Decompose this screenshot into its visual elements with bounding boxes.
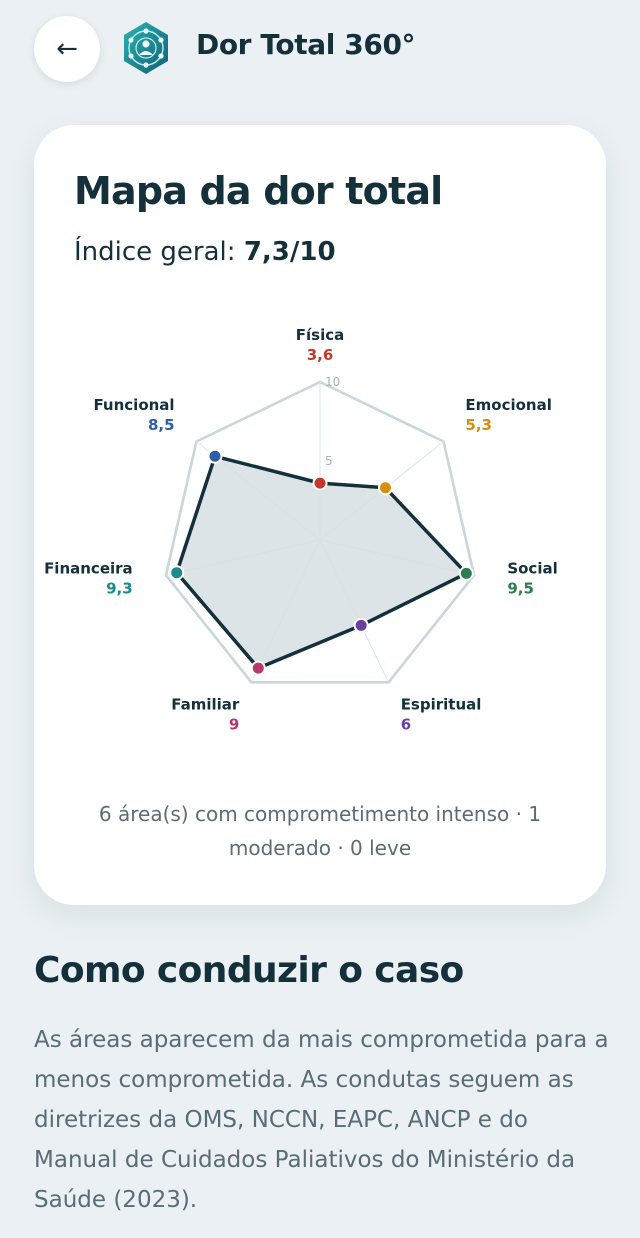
radar-chart: 5 10 Física 3,6 Emocional 5,3 Social 9,5 Espiri…	[44, 326, 558, 734]
severity-summary: 6 área(s) com comprometimento intenso · …	[98, 802, 542, 860]
radar-axis-value: 9,3	[106, 579, 133, 597]
radar-axis-name: Financeira	[44, 559, 133, 577]
radar-axis-name: Espiritual	[401, 696, 482, 714]
radar-axis-name: Familiar	[171, 696, 240, 714]
radar-point	[169, 565, 185, 581]
overall-index: Índice geral: 7,3/10	[74, 237, 336, 267]
radar-axis-value: 9,5	[507, 579, 534, 597]
radar-series	[169, 448, 474, 676]
radar-axis-labels: Física 3,6 Emocional 5,3 Social 9,5 Espiritual…	[44, 326, 558, 734]
radar-series-polygon	[174, 454, 469, 670]
overall-index-label: Índice geral:	[74, 237, 244, 267]
network-person-logo-icon	[124, 22, 168, 74]
radar-axis-name: Emocional	[465, 396, 551, 414]
radar-axis-name: Social	[507, 559, 557, 577]
radar-tick-labels: 5 10	[325, 375, 340, 468]
radar-axis-name: Física	[296, 326, 344, 344]
section-title: Como conduzir o caso	[34, 950, 464, 991]
radar-axis-value: 5,3	[465, 416, 492, 434]
top-bar: ← Dor Total 360°	[0, 0, 640, 100]
radar-axis-value: 6	[401, 716, 411, 734]
pain-map-card: Mapa da dor total Índice geral: 7,3/10 5…	[34, 125, 606, 905]
back-button[interactable]: ←	[34, 16, 100, 82]
radar-axis-value: 3,6	[307, 346, 334, 364]
radar-point	[312, 475, 328, 491]
radar-point	[458, 565, 474, 581]
radar-point	[353, 617, 369, 633]
radar-tick-label: 10	[325, 375, 340, 389]
radar-axis-name: Funcional	[93, 396, 174, 414]
radar-axis-value: 8,5	[148, 416, 175, 434]
radar-point	[377, 480, 393, 496]
app-title: Dor Total 360°	[196, 28, 416, 61]
card-title: Mapa da dor total	[74, 169, 443, 213]
radar-point	[250, 660, 266, 676]
section-description: As áreas aparecem da mais comprometida p…	[34, 1027, 609, 1213]
radar-point	[207, 448, 223, 464]
radar-axis-value: 9	[229, 716, 239, 734]
overall-index-value: 7,3/10	[243, 237, 336, 267]
back-arrow-icon: ←	[56, 34, 78, 64]
radar-tick-label: 5	[325, 454, 333, 468]
